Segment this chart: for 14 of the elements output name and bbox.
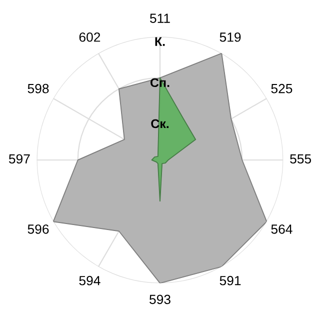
y-tick-label: К.	[155, 37, 165, 46]
spoke-label: 511	[150, 14, 170, 23]
spoke-label: 596	[28, 224, 49, 234]
spoke-label: 597	[8, 154, 30, 164]
spoke-label: 602	[79, 32, 100, 42]
spoke-label: 525	[271, 84, 292, 94]
spoke-label: 519	[220, 32, 241, 42]
spoke-label: 593	[150, 294, 170, 304]
spoke-label: 594	[79, 276, 100, 286]
spoke-label: 555	[290, 154, 312, 164]
spoke-label: 598	[28, 84, 49, 94]
y-tick-label: Ск.	[151, 119, 169, 128]
spoke-label: 591	[220, 276, 241, 286]
spoke-label: 564	[271, 224, 292, 234]
